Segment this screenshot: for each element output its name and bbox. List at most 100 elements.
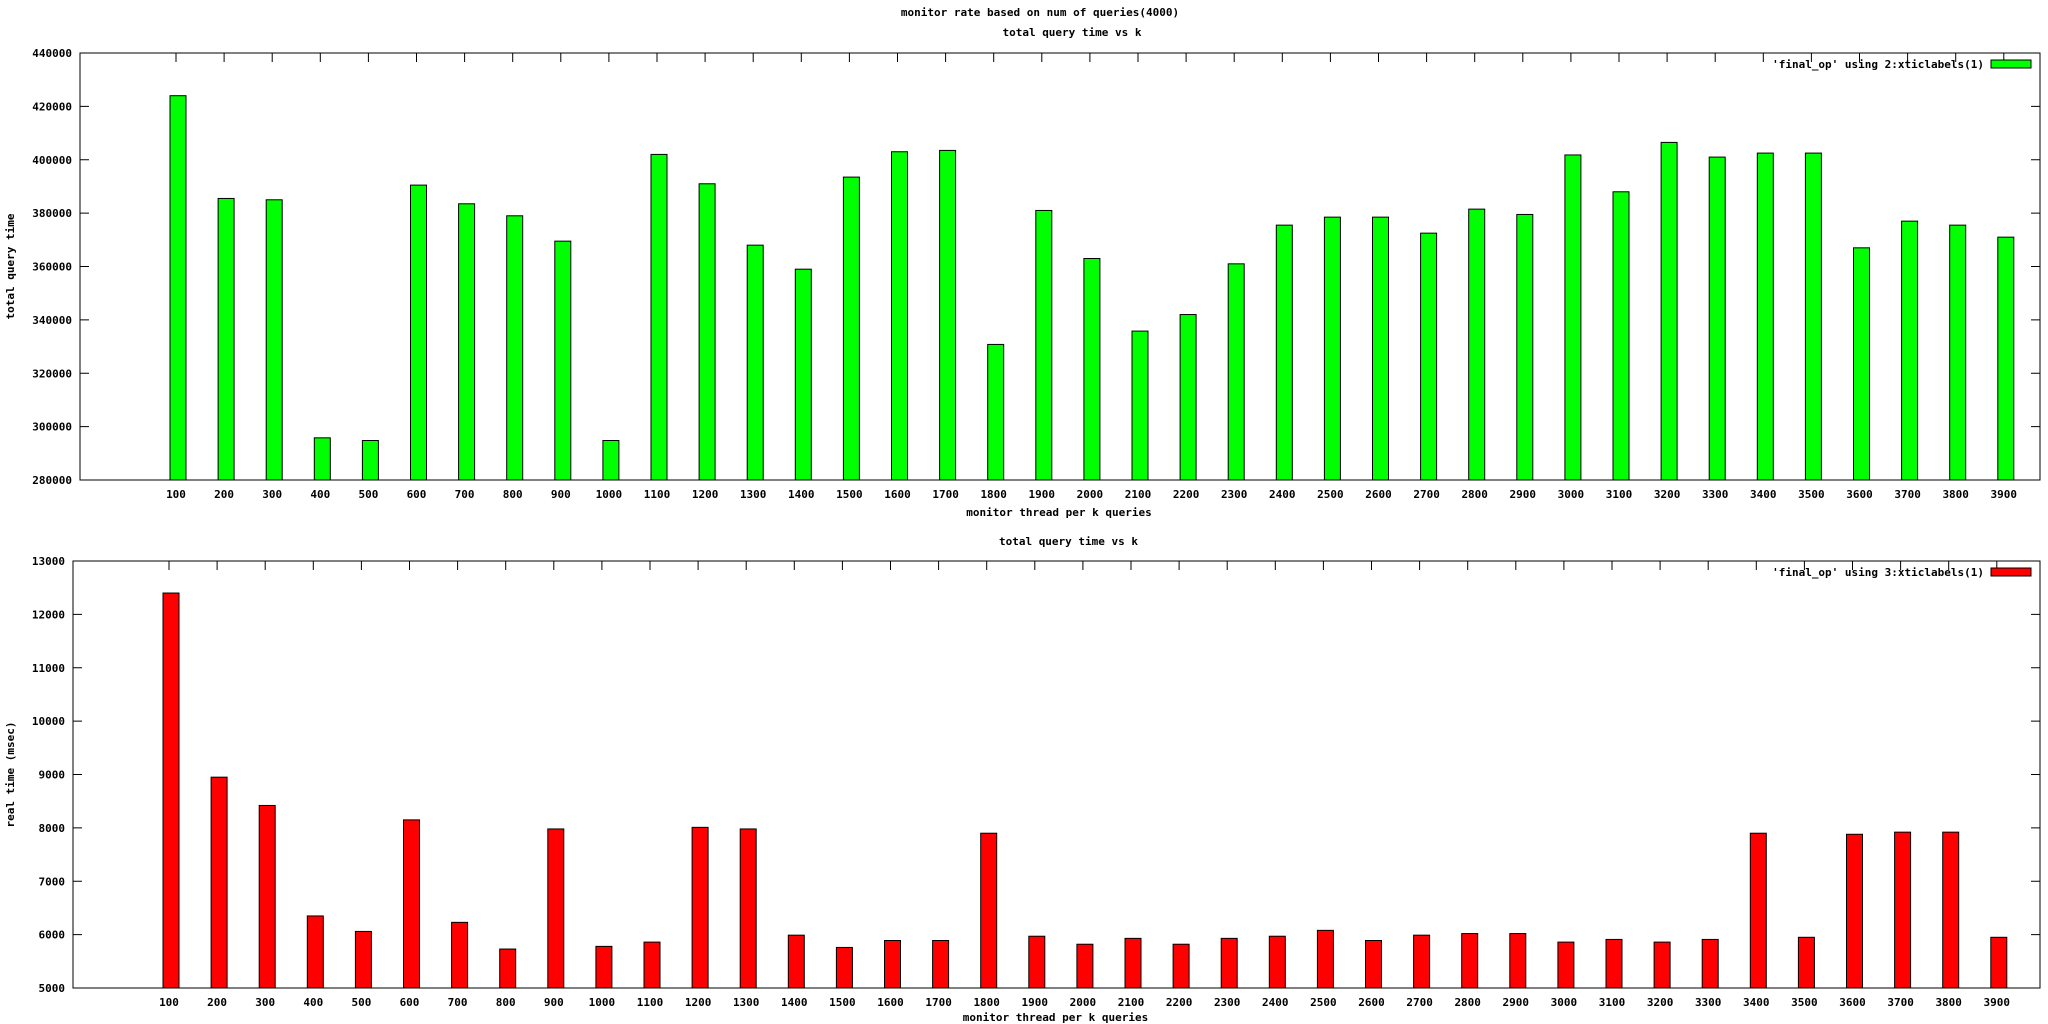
legend-swatch: [1990, 59, 2032, 69]
bar-1000: [602, 440, 620, 481]
x-tick-label: 2800: [1461, 488, 1488, 501]
x-tick-label: 200: [214, 488, 234, 501]
bar-2200: [1179, 314, 1197, 481]
y-tick-label: 320000: [32, 367, 72, 380]
x-tick-label: 3200: [1647, 996, 1674, 1009]
x-tick-label: 500: [358, 488, 378, 501]
y-tick-label: 6000: [39, 929, 66, 942]
bar-1700: [939, 149, 957, 481]
bar-3700: [1894, 831, 1912, 989]
bar-600: [410, 184, 427, 481]
x-tick-label: 3800: [1942, 488, 1969, 501]
y-tick-label: 5000: [39, 982, 66, 995]
bar-3000: [1564, 154, 1582, 481]
legend-label: 'final_op' using 2:xticlabels(1): [1772, 58, 1984, 71]
bar-3500: [1804, 152, 1822, 481]
x-tick-label: 2100: [1118, 996, 1145, 1009]
bar-1200: [691, 826, 709, 989]
bar-1100: [650, 153, 668, 481]
bar-1200: [698, 183, 716, 481]
bar-900: [554, 240, 572, 481]
x-tick-label: 3600: [1846, 488, 1873, 501]
x-tick-label: 2600: [1365, 488, 1392, 501]
x-tick-label: 600: [407, 488, 427, 501]
x-tick-label: 700: [448, 996, 468, 1009]
bar-3300: [1708, 156, 1726, 481]
bar-1300: [739, 828, 757, 989]
bar-3400: [1756, 152, 1774, 481]
bar-1900: [1035, 209, 1053, 481]
plot-frame: [72, 560, 2041, 989]
x-tick-label: 1000: [596, 488, 623, 501]
bar-3400: [1749, 832, 1767, 989]
x-tick-label: 900: [551, 488, 571, 501]
bar-1000: [595, 945, 613, 989]
bar-2100: [1131, 330, 1149, 481]
y-axis-label: real time (msec): [4, 722, 17, 828]
x-tick-label: 3100: [1599, 996, 1626, 1009]
x-tick-label: 100: [159, 996, 179, 1009]
y-tick-label: 380000: [32, 207, 72, 220]
x-tick-label: 3300: [1702, 488, 1729, 501]
bar-1400: [787, 934, 805, 989]
x-tick-label: 800: [503, 488, 523, 501]
bar-2600: [1372, 216, 1389, 481]
bar-3100: [1612, 191, 1630, 481]
y-tick-label: 420000: [32, 100, 72, 113]
bar-1400: [794, 268, 812, 481]
x-tick-label: 2300: [1214, 996, 1241, 1009]
bar-3600: [1846, 833, 1863, 989]
x-tick-label: 200: [207, 996, 227, 1009]
chart-1: total query time vs k 280000 300000 320000 3…: [4, 26, 2041, 519]
bar-2500: [1323, 216, 1341, 481]
y-tick-label: 11000: [32, 662, 65, 675]
x-tick-label: 1700: [925, 996, 952, 1009]
x-tick-label: 2100: [1125, 488, 1152, 501]
bar-2600: [1365, 939, 1382, 989]
x-tick-label: 1200: [692, 488, 719, 501]
x-tick-label: 2500: [1310, 996, 1337, 1009]
x-tick-label: 3200: [1654, 488, 1681, 501]
x-tick-label: 300: [255, 996, 275, 1009]
bar-3800: [1942, 831, 1960, 989]
x-tick-label: 3000: [1551, 996, 1578, 1009]
x-tick-label: 3700: [1887, 996, 1914, 1009]
x-tick-label: 1400: [788, 488, 815, 501]
bar-2900: [1509, 933, 1527, 989]
y-tick-label: 360000: [32, 261, 72, 274]
y-tick-label: 10000: [32, 715, 65, 728]
bar-900: [547, 828, 565, 989]
bar-800: [499, 948, 517, 989]
bar-400: [313, 437, 331, 481]
x-axis-label: monitor thread per k queries: [963, 1011, 1148, 1024]
bar-2400: [1268, 935, 1286, 989]
y-tick-label: 340000: [32, 314, 72, 327]
x-tick-label: 2700: [1413, 488, 1440, 501]
bar-2100: [1124, 937, 1142, 989]
x-tick-label: 2000: [1070, 996, 1097, 1009]
x-tick-label: 3900: [1991, 488, 2018, 501]
bar-3300: [1701, 938, 1719, 989]
x-tick-label: 3500: [1798, 488, 1825, 501]
bar-3100: [1605, 938, 1623, 989]
x-tick-label: 1900: [1022, 996, 1049, 1009]
x-tick-label: 1500: [836, 488, 863, 501]
y-tick-label: 440000: [32, 47, 72, 60]
x-tick-label: 1500: [829, 996, 856, 1009]
bar-700: [458, 203, 476, 481]
bar-1100: [643, 941, 661, 989]
x-tick-label: 1100: [644, 488, 671, 501]
x-tick-label: 400: [310, 488, 330, 501]
bar-2300: [1220, 937, 1238, 989]
bar-800: [506, 215, 524, 481]
bar-100: [162, 592, 180, 989]
x-tick-label: 2900: [1510, 488, 1537, 501]
y-tick-label: 13000: [32, 555, 65, 568]
legend-label: 'final_op' using 3:xticlabels(1): [1772, 566, 1984, 579]
x-tick-label: 300: [262, 488, 282, 501]
bar-700: [451, 921, 469, 989]
y-tick-label: 7000: [39, 875, 66, 888]
x-tick-label: 3000: [1558, 488, 1585, 501]
bar-500: [354, 930, 372, 989]
bar-500: [361, 440, 379, 481]
